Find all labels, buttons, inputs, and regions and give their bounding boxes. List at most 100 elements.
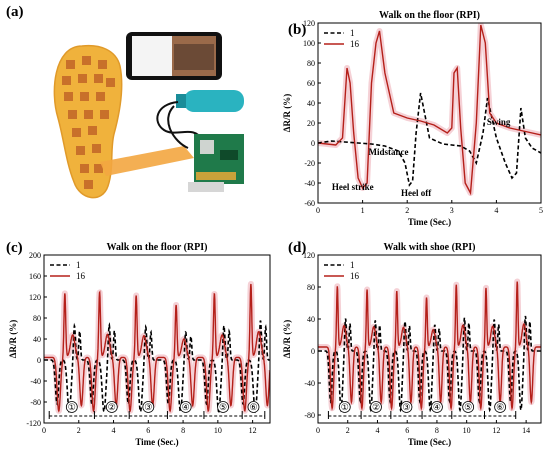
cycle-label: ⑥: [496, 402, 504, 412]
cycle-badge: [462, 401, 475, 413]
sensor-cell: [72, 128, 81, 137]
x-axis-label: Time (Sec.): [408, 437, 451, 447]
x-tick-label: 5: [539, 206, 543, 215]
y-tick-label: -40: [30, 377, 41, 386]
sensor-cell: [78, 74, 87, 83]
legend-label-16: 16: [350, 271, 360, 281]
chart-b: Walk on the floor (RPI) 0 1 2 3 4 5 -60 -40 -20 0 2…: [282, 10, 543, 227]
x-tick-label: 0: [42, 426, 46, 435]
chart-title: Walk on the floor (RPI): [107, 242, 208, 253]
x-tick-label: 14: [522, 426, 530, 435]
sensor-cell: [68, 110, 77, 119]
sensor-cell: [66, 60, 75, 69]
y-tick-label: -80: [304, 411, 315, 420]
sensor-cell: [80, 164, 89, 173]
plot-frame: [317, 22, 542, 204]
x-tick-label: 4: [375, 426, 379, 435]
sensor-cell: [88, 126, 97, 135]
chart-title: Walk on the floor (RPI): [379, 10, 480, 21]
x-tick-label: 4: [494, 206, 498, 215]
sensor-cell: [82, 56, 91, 65]
cycle-label: ②: [108, 402, 116, 412]
y-tick-label: 120: [29, 293, 41, 302]
panel-label-b: (b): [288, 22, 307, 38]
y-tick-label: 40: [33, 335, 41, 344]
cycle-badge: [105, 401, 118, 413]
device-photo: [53, 32, 244, 199]
plot-area: [318, 278, 541, 413]
y-tick-label: -80: [30, 398, 41, 407]
sensor-cell: [76, 146, 85, 155]
cycle-badge: [400, 401, 413, 413]
y-tick-label: 40: [307, 315, 315, 324]
legend-label-16: 16: [76, 271, 86, 281]
series-1-line: [44, 320, 270, 414]
chart-c: Walk on the floor (RPI)0 2 4 6 8 10 12-120-80-…: [8, 242, 271, 447]
insole-sensor-icon: [53, 44, 123, 199]
cycle-badge: [179, 401, 192, 413]
y-tick-label: 120: [303, 19, 315, 28]
cycle-badge: [65, 401, 78, 413]
cycle-label: ①: [341, 402, 349, 412]
x-tick-label: 10: [214, 426, 222, 435]
y-tick-label: 40: [307, 99, 315, 108]
y-tick-label: -40: [304, 379, 315, 388]
y-tick-label: 200: [29, 251, 41, 260]
x-tick-label: 2: [346, 426, 350, 435]
cycle-badge: [494, 401, 507, 413]
annotation: Heel off: [401, 188, 432, 198]
y-tick-label: 20: [307, 119, 315, 128]
series-16-line: [44, 283, 270, 413]
legend-label-16: 16: [350, 39, 360, 49]
x-tick-label: 6: [146, 426, 150, 435]
sensor-cell: [84, 180, 93, 189]
sensor-cell: [106, 78, 115, 87]
legend-label-1: 1: [350, 28, 355, 38]
flex-cable-icon: [100, 146, 194, 176]
y-tick-label: 80: [33, 314, 41, 323]
cycle-label: ④: [433, 402, 441, 412]
panel-label-c: (c): [6, 240, 23, 256]
y-tick-label: 80: [307, 283, 315, 292]
sensor-cell: [94, 164, 103, 173]
y-tick-label: -60: [304, 199, 315, 208]
cycle-label: ②: [372, 402, 380, 412]
sensor-cell: [84, 110, 93, 119]
x-tick-label: 12: [249, 426, 257, 435]
cycle-label: ③: [402, 402, 410, 412]
y-tick-label: 0: [311, 347, 315, 356]
x-tick-label: 6: [405, 426, 409, 435]
y-tick-label: 0: [37, 356, 41, 365]
y-tick-label: -20: [304, 159, 315, 168]
x-tick-label: 3: [450, 206, 454, 215]
x-tick-label: 10: [463, 426, 471, 435]
y-tick-label: -120: [26, 419, 41, 428]
series-16-line: [318, 281, 541, 411]
sensor-cell: [94, 74, 103, 83]
sensor-cell: [100, 110, 109, 119]
x-tick-label: 2: [77, 426, 81, 435]
sensor-cell: [80, 92, 89, 101]
plot-area: [318, 23, 541, 196]
y-tick-label: 60: [307, 79, 315, 88]
sensor-cell: [62, 76, 71, 85]
y-tick-label: -40: [304, 179, 315, 188]
y-tick-label: 80: [307, 59, 315, 68]
panel-label-a: (a): [6, 4, 24, 20]
y-tick-label: 120: [303, 251, 315, 260]
sensor-cell: [92, 144, 101, 153]
x-tick-label: 1: [361, 206, 365, 215]
annotation: Midstance: [368, 147, 408, 157]
x-tick-label: 0: [316, 206, 320, 215]
x-tick-label: 2: [405, 206, 409, 215]
sensor-cell: [98, 60, 107, 69]
raspberry-pi-board-icon: [188, 134, 244, 192]
cycle-badge: [338, 401, 351, 413]
cycle-badge: [431, 401, 443, 413]
x-axis-label: Time (Sec.): [408, 217, 451, 227]
cycle-badge: [370, 401, 382, 413]
x-tick-label: 4: [112, 426, 116, 435]
sensor-cell: [96, 92, 105, 101]
sensor-cell: [64, 92, 73, 101]
